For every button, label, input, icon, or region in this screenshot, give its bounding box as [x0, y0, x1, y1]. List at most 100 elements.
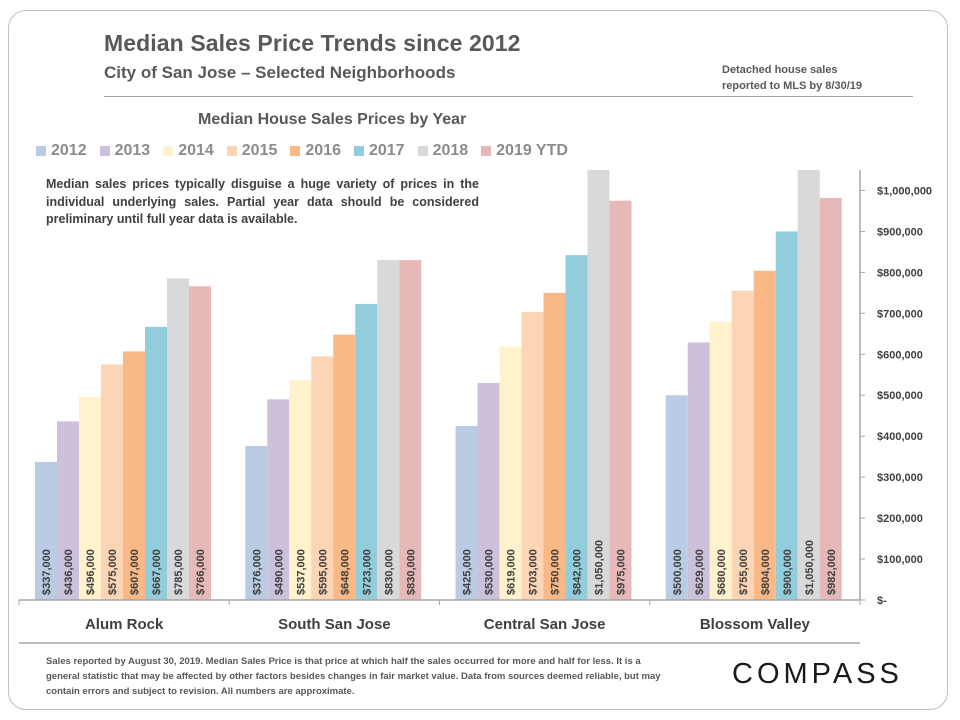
bar-label-0-3: $575,000 — [107, 549, 119, 595]
y-tick-label-7: $700,000 — [877, 308, 923, 320]
bar-label-0-4: $607,000 — [129, 549, 141, 595]
bar-3-4 — [753, 270, 776, 600]
legend-label-7: 2019 YTD — [496, 142, 568, 159]
bar-2-0 — [455, 425, 478, 600]
x-tick-label-0: Alum Rock — [85, 616, 164, 633]
bar-label-2-0: $425,000 — [462, 549, 474, 595]
y-tick-label-9: $900,000 — [877, 226, 923, 238]
bar-label-0-1: $436,000 — [63, 549, 75, 595]
x-tick-label-1: South San Jose — [278, 616, 391, 633]
bar-0-1 — [57, 421, 79, 600]
bar-label-1-7: $830,000 — [405, 549, 417, 595]
bar-3-1 — [687, 342, 710, 600]
legend-label-0: 2012 — [51, 142, 87, 159]
data-source-note-line1: Detached house sales — [722, 64, 838, 76]
bar-label-1-0: $376,000 — [251, 549, 263, 595]
legend-swatch-7 — [481, 146, 492, 156]
bar-3-2 — [709, 321, 732, 600]
bar-0-4 — [123, 351, 145, 600]
legend-item-7: 2019 YTD — [481, 142, 568, 160]
bar-label-3-5: $900,000 — [782, 549, 794, 595]
bar-1-3 — [311, 356, 334, 600]
bar-label-3-0: $500,000 — [672, 549, 684, 595]
bar-2-5 — [565, 255, 588, 600]
x-tick-label-3: Blossom Valley — [700, 616, 811, 633]
legend-item-4: 2016 — [290, 142, 341, 160]
bar-2-4 — [543, 292, 566, 600]
bar-3-7 — [819, 197, 842, 600]
bar-label-3-1: $629,000 — [694, 549, 706, 595]
bar-label-3-4: $804,000 — [760, 549, 772, 595]
bar-0-0 — [35, 461, 57, 600]
bar-label-1-4: $648,000 — [339, 549, 351, 595]
x-tick-label-2: Central San Jose — [484, 616, 606, 633]
legend-label-1: 2013 — [114, 142, 151, 159]
legend-label-5: 2017 — [368, 142, 405, 159]
legend-label-3: 2015 — [241, 142, 278, 159]
bar-0-7 — [189, 286, 211, 600]
bar-0-2 — [79, 396, 101, 600]
legend-swatch-2 — [163, 146, 174, 156]
legend-swatch-3 — [226, 146, 237, 156]
data-source-note: Detached house sales reported to MLS by … — [722, 62, 862, 94]
bar-3-0 — [665, 395, 688, 600]
legend-swatch-6 — [417, 146, 428, 156]
bar-2-3 — [521, 312, 544, 600]
bar-label-0-2: $496,000 — [85, 549, 97, 595]
y-tick-label-8: $800,000 — [877, 267, 923, 279]
legend-item-6: 2018 — [417, 142, 468, 160]
y-tick-label-4: $400,000 — [877, 431, 923, 443]
y-tick-label-0: $- — [877, 595, 887, 607]
bar-2-2 — [499, 346, 522, 600]
chart-legend: 2012 2013 2014 2015 2016 2017 2018 2019 YTD — [36, 142, 581, 160]
bar-label-2-5: $842,000 — [572, 549, 584, 595]
bar-1-6 — [377, 260, 400, 600]
bar-label-1-6: $830,000 — [383, 549, 395, 595]
chart-annotation: Median sales prices typically disguise a… — [46, 177, 479, 226]
header-divider — [104, 96, 913, 97]
bar-label-1-5: $723,000 — [361, 549, 373, 595]
bar-1-5 — [355, 303, 378, 600]
slide-frame — [8, 10, 948, 710]
y-tick-label-3: $300,000 — [877, 472, 923, 484]
legend-item-1: 2013 — [99, 142, 151, 160]
bar-label-3-7: $982,000 — [826, 549, 838, 595]
compass-logo: COMPASS — [732, 658, 903, 690]
footnote: Sales reported by August 30, 2019. Media… — [46, 656, 661, 697]
bar-label-2-1: $530,000 — [484, 549, 496, 595]
data-source-note-line2: reported to MLS by 8/30/19 — [722, 80, 862, 92]
chart-title: Median House Sales Prices by Year — [198, 111, 467, 128]
bar-label-3-3: $755,000 — [738, 549, 750, 595]
legend-item-3: 2015 — [226, 142, 278, 160]
legend-swatch-4 — [290, 146, 301, 156]
bar-2-1 — [477, 382, 500, 600]
legend-swatch-0 — [36, 146, 46, 156]
y-tick-label-2: $200,000 — [877, 513, 923, 525]
legend-item-0: 2012 — [36, 142, 87, 160]
bar-label-0-6: $785,000 — [173, 549, 185, 595]
bar-0-3 — [101, 364, 123, 600]
bar-label-3-6: $1,050,000 — [804, 540, 816, 595]
bar-label-1-2: $537,000 — [295, 549, 307, 595]
bar-label-2-7: $975,000 — [616, 549, 628, 595]
bar-label-2-6: $1,050,000 — [594, 540, 606, 595]
page-title: Median Sales Price Trends since 2012 — [104, 30, 521, 56]
bar-label-0-5: $667,000 — [151, 549, 163, 595]
bar-0-5 — [145, 326, 167, 600]
legend-swatch-1 — [99, 146, 110, 156]
bar-label-2-2: $619,000 — [506, 549, 518, 595]
bar-label-1-3: $595,000 — [317, 549, 329, 595]
bar-3-6 — [797, 170, 820, 600]
bar-1-1 — [267, 399, 290, 600]
bar-label-3-2: $680,000 — [716, 549, 728, 595]
y-tick-label-5: $500,000 — [877, 390, 923, 402]
legend-item-5: 2017 — [353, 142, 405, 160]
bar-0-6 — [167, 278, 189, 600]
bar-2-7 — [609, 200, 632, 600]
bar-2-6 — [587, 170, 610, 600]
bar-1-7 — [399, 260, 422, 600]
y-tick-label-6: $600,000 — [877, 349, 923, 361]
bar-1-2 — [289, 380, 312, 600]
y-tick-label-10: $1,000,000 — [877, 185, 932, 197]
page-subtitle: City of San Jose – Selected Neighborhood… — [104, 63, 456, 82]
